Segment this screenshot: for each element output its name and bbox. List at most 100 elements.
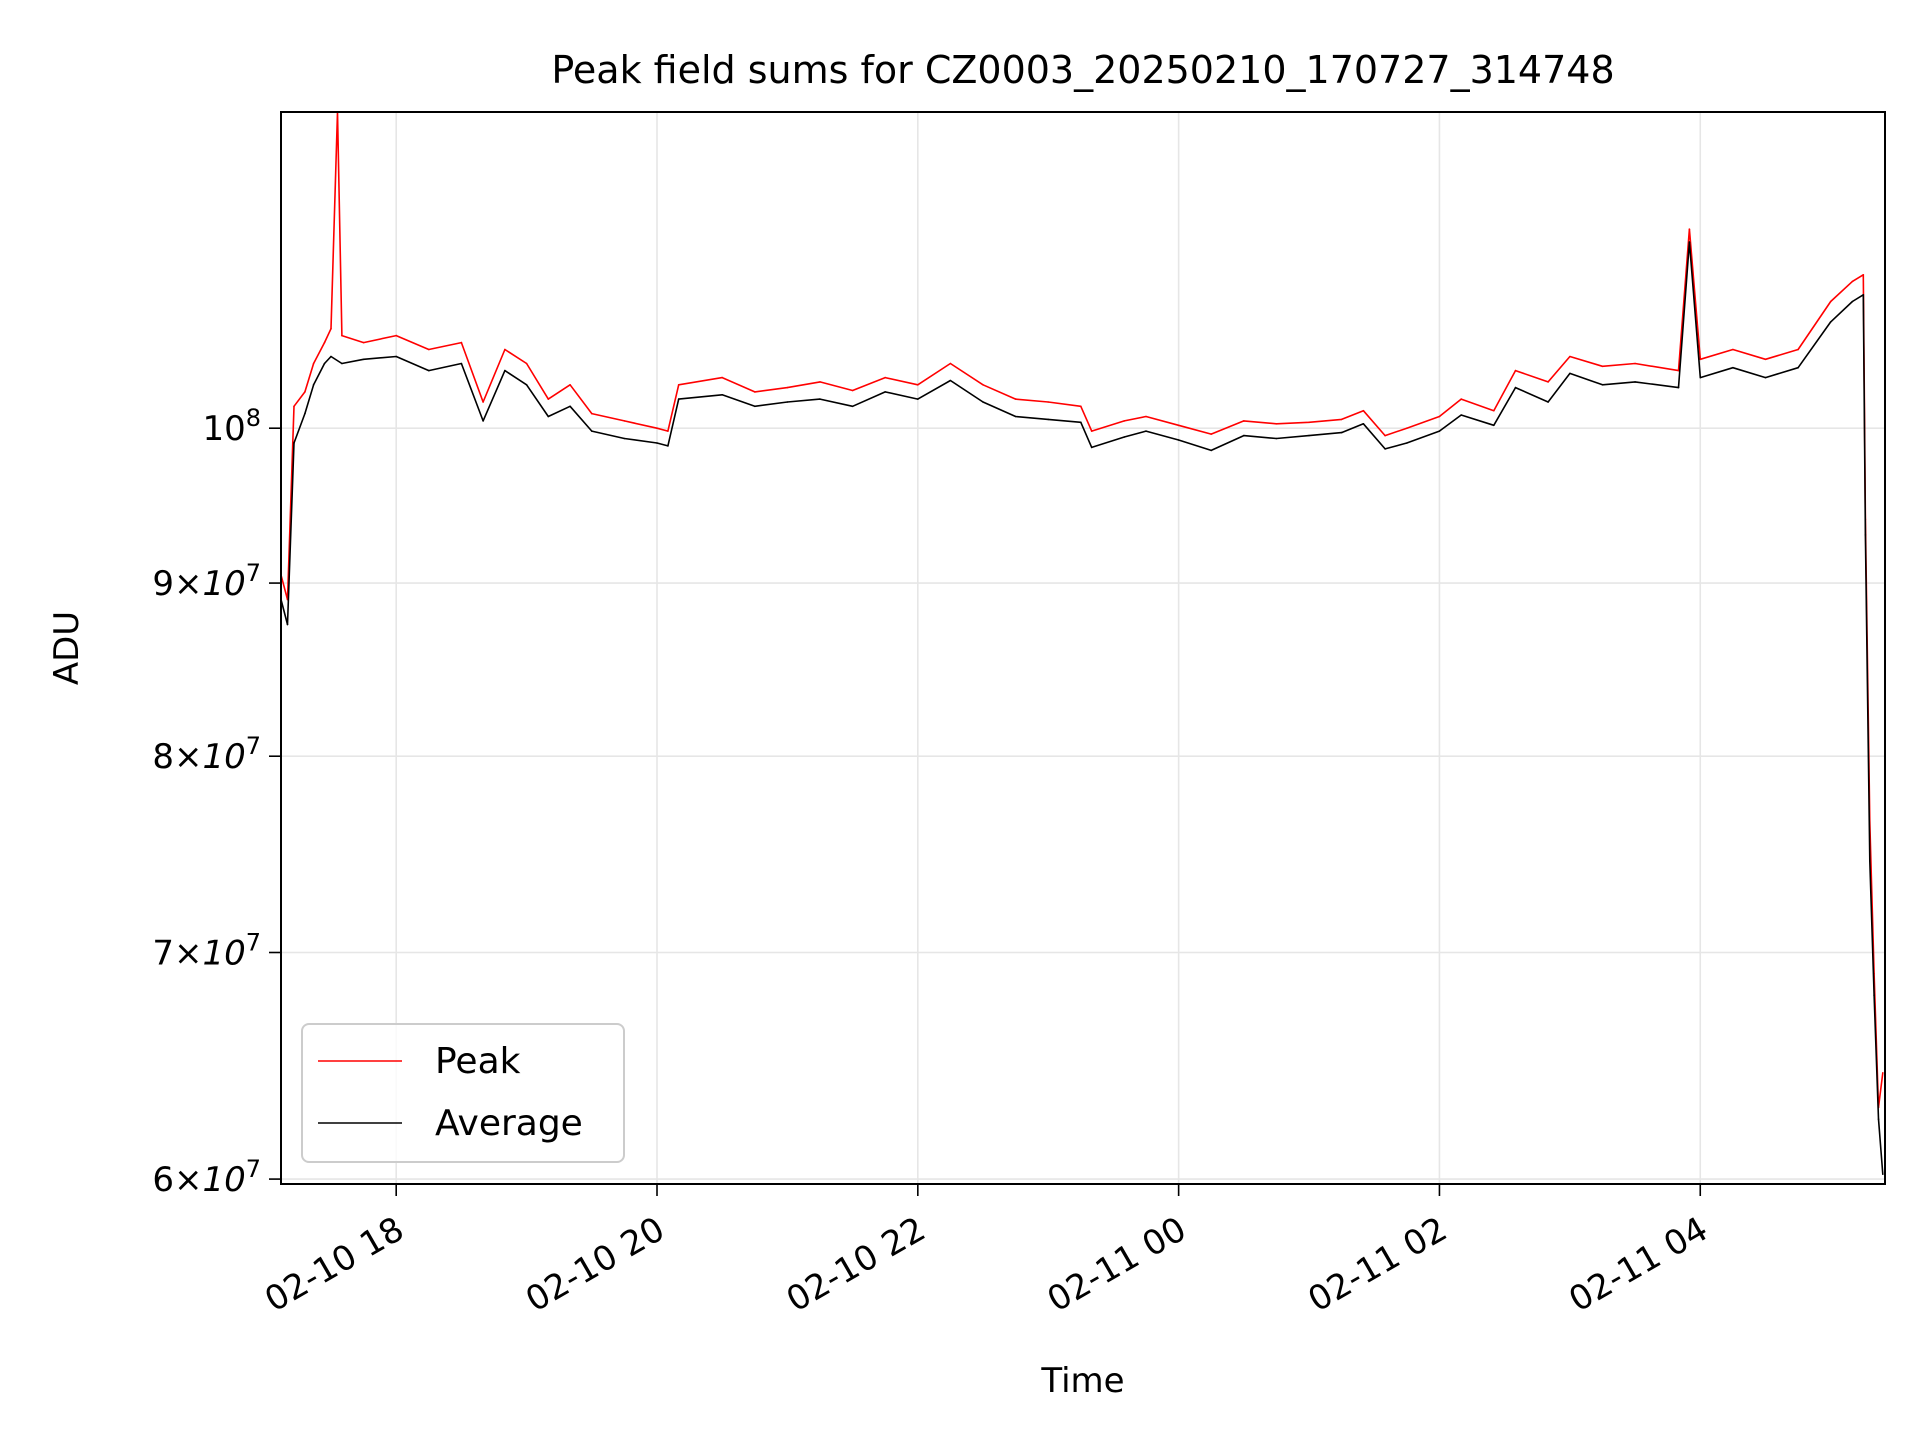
data-point-peak: [1340, 418, 1343, 421]
data-point-average: [667, 445, 669, 447]
data-point-average: [1851, 300, 1854, 303]
legend-label-peak: Peak: [435, 1041, 521, 1082]
data-point-peak: [312, 362, 315, 365]
data-point-peak: [982, 384, 984, 386]
data-point-average: [1308, 434, 1310, 437]
data-point-peak: [949, 362, 952, 365]
data-point-average: [917, 398, 919, 400]
data-point-average: [1493, 424, 1495, 427]
data-point-peak: [428, 348, 430, 351]
data-point-average: [293, 442, 295, 444]
legend-label-average: Average: [435, 1103, 583, 1144]
data-point-peak: [1764, 358, 1767, 361]
y-tick-label: 9×107: [152, 559, 261, 604]
data-point-average: [341, 362, 343, 365]
data-point-peak: [1123, 420, 1126, 422]
y-tick-label: 108: [202, 404, 261, 449]
data-point-average: [949, 379, 952, 382]
data-point-average: [330, 355, 332, 358]
data-point-peak: [851, 389, 854, 392]
data-point-peak: [1080, 405, 1082, 408]
y-tick-label: 8×107: [152, 732, 261, 777]
data-point-average: [1047, 418, 1049, 421]
data-point-average: [1601, 384, 1604, 386]
data-point-average: [1634, 381, 1636, 383]
data-point-average: [362, 358, 365, 361]
data-point-average: [1362, 423, 1365, 425]
data-point-peak: [304, 391, 306, 393]
data-point-average: [1275, 437, 1278, 440]
data-point-average: [623, 437, 626, 440]
data-point-average: [1864, 534, 1867, 536]
data-point-average: [1547, 401, 1549, 403]
data-point-peak: [525, 362, 528, 365]
y-axis-ticks: 108 9×107 8×107 7×107 6×107: [152, 404, 281, 1200]
data-point-peak: [786, 386, 789, 389]
data-point-peak: [656, 427, 658, 430]
data-point-peak: [1514, 369, 1517, 372]
data-point-peak: [1090, 430, 1093, 432]
x-axis-label: Time: [1040, 1361, 1124, 1401]
data-point-average: [851, 405, 854, 408]
data-point-peak: [1797, 348, 1799, 351]
series-layer: [280, 111, 1884, 1175]
data-point-average: [1699, 376, 1702, 379]
data-point-peak: [591, 412, 593, 415]
data-point-peak: [1384, 434, 1386, 437]
grid-lines: [281, 112, 1885, 1184]
data-point-average: [1688, 241, 1691, 243]
data-point-peak: [1829, 300, 1832, 303]
data-point-average: [1882, 1173, 1884, 1175]
data-point-average: [482, 420, 484, 422]
data-point-average: [1406, 442, 1408, 444]
data-point-peak: [1460, 398, 1462, 400]
legend-box: [301, 1023, 625, 1163]
data-point-peak: [721, 376, 723, 379]
data-point-peak: [1308, 421, 1310, 424]
data-point-peak: [1677, 369, 1680, 372]
data-point-average: [1869, 860, 1871, 862]
data-point-average: [1243, 434, 1245, 437]
data-point-average: [395, 355, 398, 358]
data-point-average: [1764, 376, 1767, 379]
data-point-peak: [341, 334, 343, 337]
data-point-average: [819, 398, 821, 400]
data-point-average: [1080, 421, 1082, 424]
data-point-peak: [1569, 355, 1571, 358]
data-point-average: [323, 362, 326, 365]
data-point-peak: [1438, 415, 1441, 418]
data-point-peak: [1851, 280, 1854, 283]
data-point-peak: [504, 348, 506, 351]
data-point-peak: [395, 334, 398, 337]
data-point-average: [677, 398, 680, 400]
data-point-average: [428, 369, 430, 372]
data-point-peak: [293, 405, 295, 408]
data-point-peak: [362, 341, 365, 344]
data-point-average: [525, 384, 528, 386]
y-tick-label: 6×107: [152, 1155, 261, 1200]
data-point-peak: [1882, 1072, 1884, 1074]
data-point-average: [304, 412, 306, 415]
chart-title: Peak field sums for CZ0003_20250210_1707…: [551, 48, 1614, 92]
data-point-peak: [1014, 398, 1017, 400]
plot-frame: [280, 111, 1886, 1185]
data-point-average: [721, 394, 723, 396]
data-point-average: [1460, 414, 1462, 416]
data-point-average: [1145, 430, 1147, 432]
legend: Peak Average: [301, 1023, 625, 1163]
data-point-peak: [1210, 433, 1212, 435]
series-line-average: [280, 241, 1884, 1175]
data-point-peak: [884, 376, 886, 379]
data-point-peak: [819, 381, 821, 383]
data-point-peak: [1634, 362, 1636, 365]
data-point-average: [1177, 439, 1180, 441]
data-point-average: [1732, 366, 1734, 369]
data-point-average: [754, 405, 756, 408]
data-point-average: [569, 405, 571, 408]
data-point-average: [504, 369, 506, 372]
data-point-peak: [1275, 423, 1278, 425]
data-point-average: [1877, 1118, 1880, 1120]
data-point-average: [786, 401, 789, 403]
